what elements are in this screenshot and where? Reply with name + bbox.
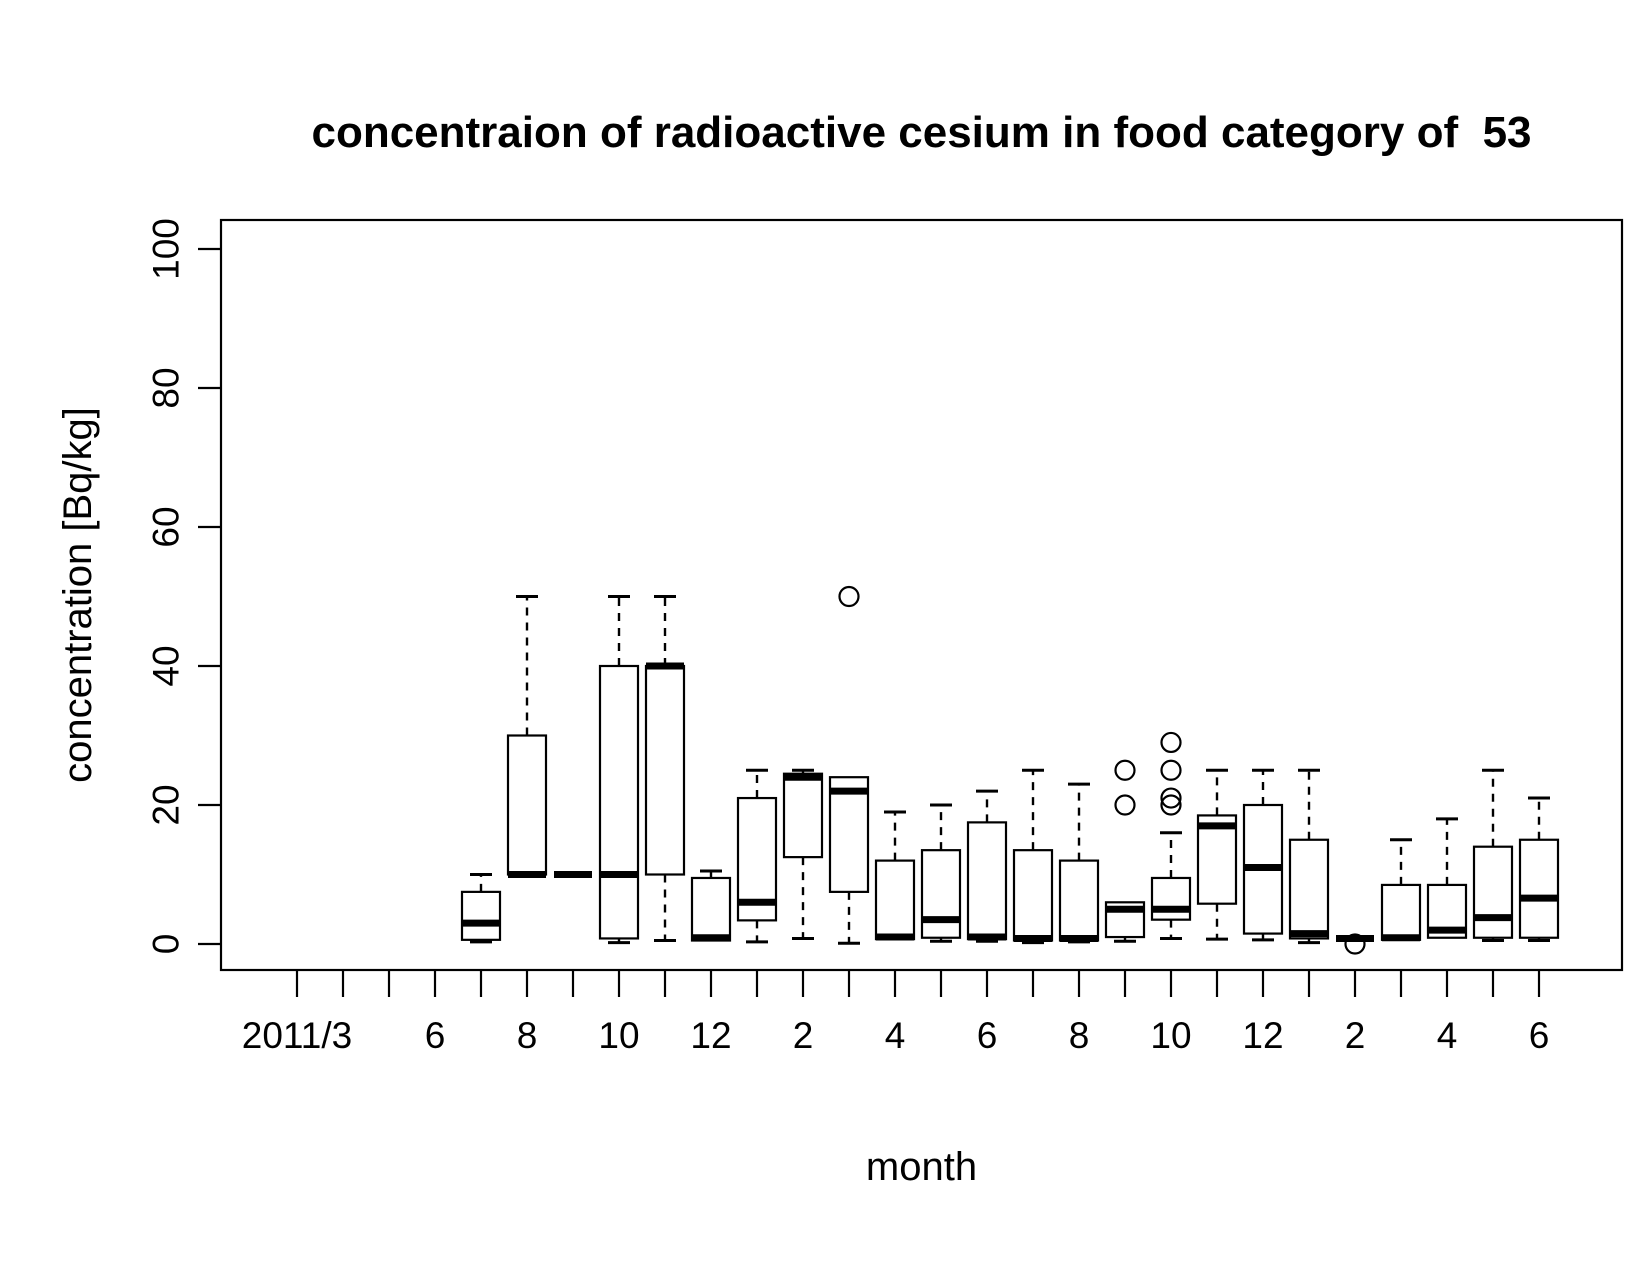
x-tick-label: 6	[977, 1015, 998, 1056]
boxplot-month-2013/1	[1288, 768, 1330, 945]
boxplot-month-2012/2	[782, 768, 824, 940]
iqr-box	[1288, 838, 1330, 940]
x-tick-label: 2	[793, 1015, 814, 1056]
boxplot-month-2012/11	[1196, 768, 1238, 941]
boxplot-month-2012/3	[828, 585, 870, 945]
iqr-box	[506, 734, 548, 876]
y-tick-label: 60	[146, 506, 187, 547]
outlier-point	[1344, 933, 1366, 955]
x-tick-label: 2	[1345, 1015, 1366, 1056]
iqr-box	[644, 664, 686, 876]
boxplot-month-2012/1	[736, 768, 778, 944]
boxplot-month-2012/5	[920, 803, 962, 943]
x-tick-label: 2011/3	[242, 1015, 352, 1056]
boxplot-month-2012/6	[966, 789, 1008, 943]
boxplot-month-2012/7	[1012, 768, 1054, 945]
x-tick-label: 8	[517, 1015, 538, 1056]
x-tick-label: 8	[1069, 1015, 1090, 1056]
x-tick-label: 12	[1242, 1015, 1283, 1056]
boxplot-month-2012/4	[874, 810, 916, 941]
iqr-box	[920, 849, 962, 939]
iqr-box	[1150, 876, 1192, 921]
iqr-box	[1472, 845, 1514, 939]
boxplot-month-2011/11	[644, 595, 686, 943]
iqr-box	[966, 821, 1008, 941]
x-axis-title: month	[866, 1145, 977, 1189]
iqr-box	[460, 890, 502, 941]
iqr-box	[782, 772, 824, 859]
boxplot-month-2013/4	[1426, 817, 1468, 939]
y-axis-title: concentration [Bq/kg]	[56, 407, 100, 783]
outlier-point	[1160, 759, 1182, 781]
y-tick-label: 80	[146, 367, 187, 408]
x-tick-label: 12	[690, 1015, 731, 1056]
iqr-box	[690, 876, 732, 942]
boxplot-month-2011/7	[460, 873, 502, 944]
iqr-box	[1058, 859, 1100, 942]
boxplot-month-2012/12	[1242, 768, 1284, 942]
plot-frame	[219, 218, 1624, 972]
iqr-box	[1012, 849, 1054, 942]
boxplot-month-2013/2	[1336, 933, 1374, 955]
boxplot-month-2013/6	[1518, 796, 1560, 943]
y-tick-label: 40	[146, 645, 187, 686]
boxplot-month-2011/8	[506, 595, 548, 878]
x-tick-label: 6	[425, 1015, 446, 1056]
iqr-box	[828, 776, 870, 893]
outlier-point	[1160, 731, 1182, 754]
outlier-point	[1160, 787, 1182, 809]
iqr-box	[874, 859, 916, 941]
y-tick-label: 100	[146, 218, 187, 280]
iqr-box	[1380, 883, 1422, 941]
outlier-point	[1114, 794, 1136, 816]
outlier-point	[1160, 794, 1182, 816]
x-tick-label: 4	[1437, 1015, 1458, 1056]
x-tick-label: 6	[1529, 1015, 1550, 1056]
x-tick-label: 4	[885, 1015, 906, 1056]
boxplot-month-2012/9	[1104, 759, 1146, 943]
chart-title: concentraion of radioactive cesium in fo…	[311, 108, 1531, 157]
outlier-point	[838, 585, 860, 608]
boxplot-month-2011/12	[690, 869, 732, 942]
iqr-box	[1518, 838, 1560, 939]
boxplot-month-2013/5	[1472, 768, 1514, 943]
boxplot-month-2012/10	[1150, 731, 1192, 940]
boxplot-month-2012/8	[1058, 782, 1100, 944]
outlier-point	[1114, 759, 1136, 781]
boxplot-month-2013/3	[1380, 838, 1422, 942]
boxplot-month-2011/10	[598, 595, 640, 945]
iqr-box	[1196, 814, 1238, 905]
y-tick-label: 0	[146, 934, 187, 955]
x-tick-label: 10	[1150, 1015, 1191, 1056]
y-tick-label: 20	[146, 784, 187, 825]
iqr-box	[598, 664, 640, 940]
x-tick-label: 10	[598, 1015, 639, 1056]
